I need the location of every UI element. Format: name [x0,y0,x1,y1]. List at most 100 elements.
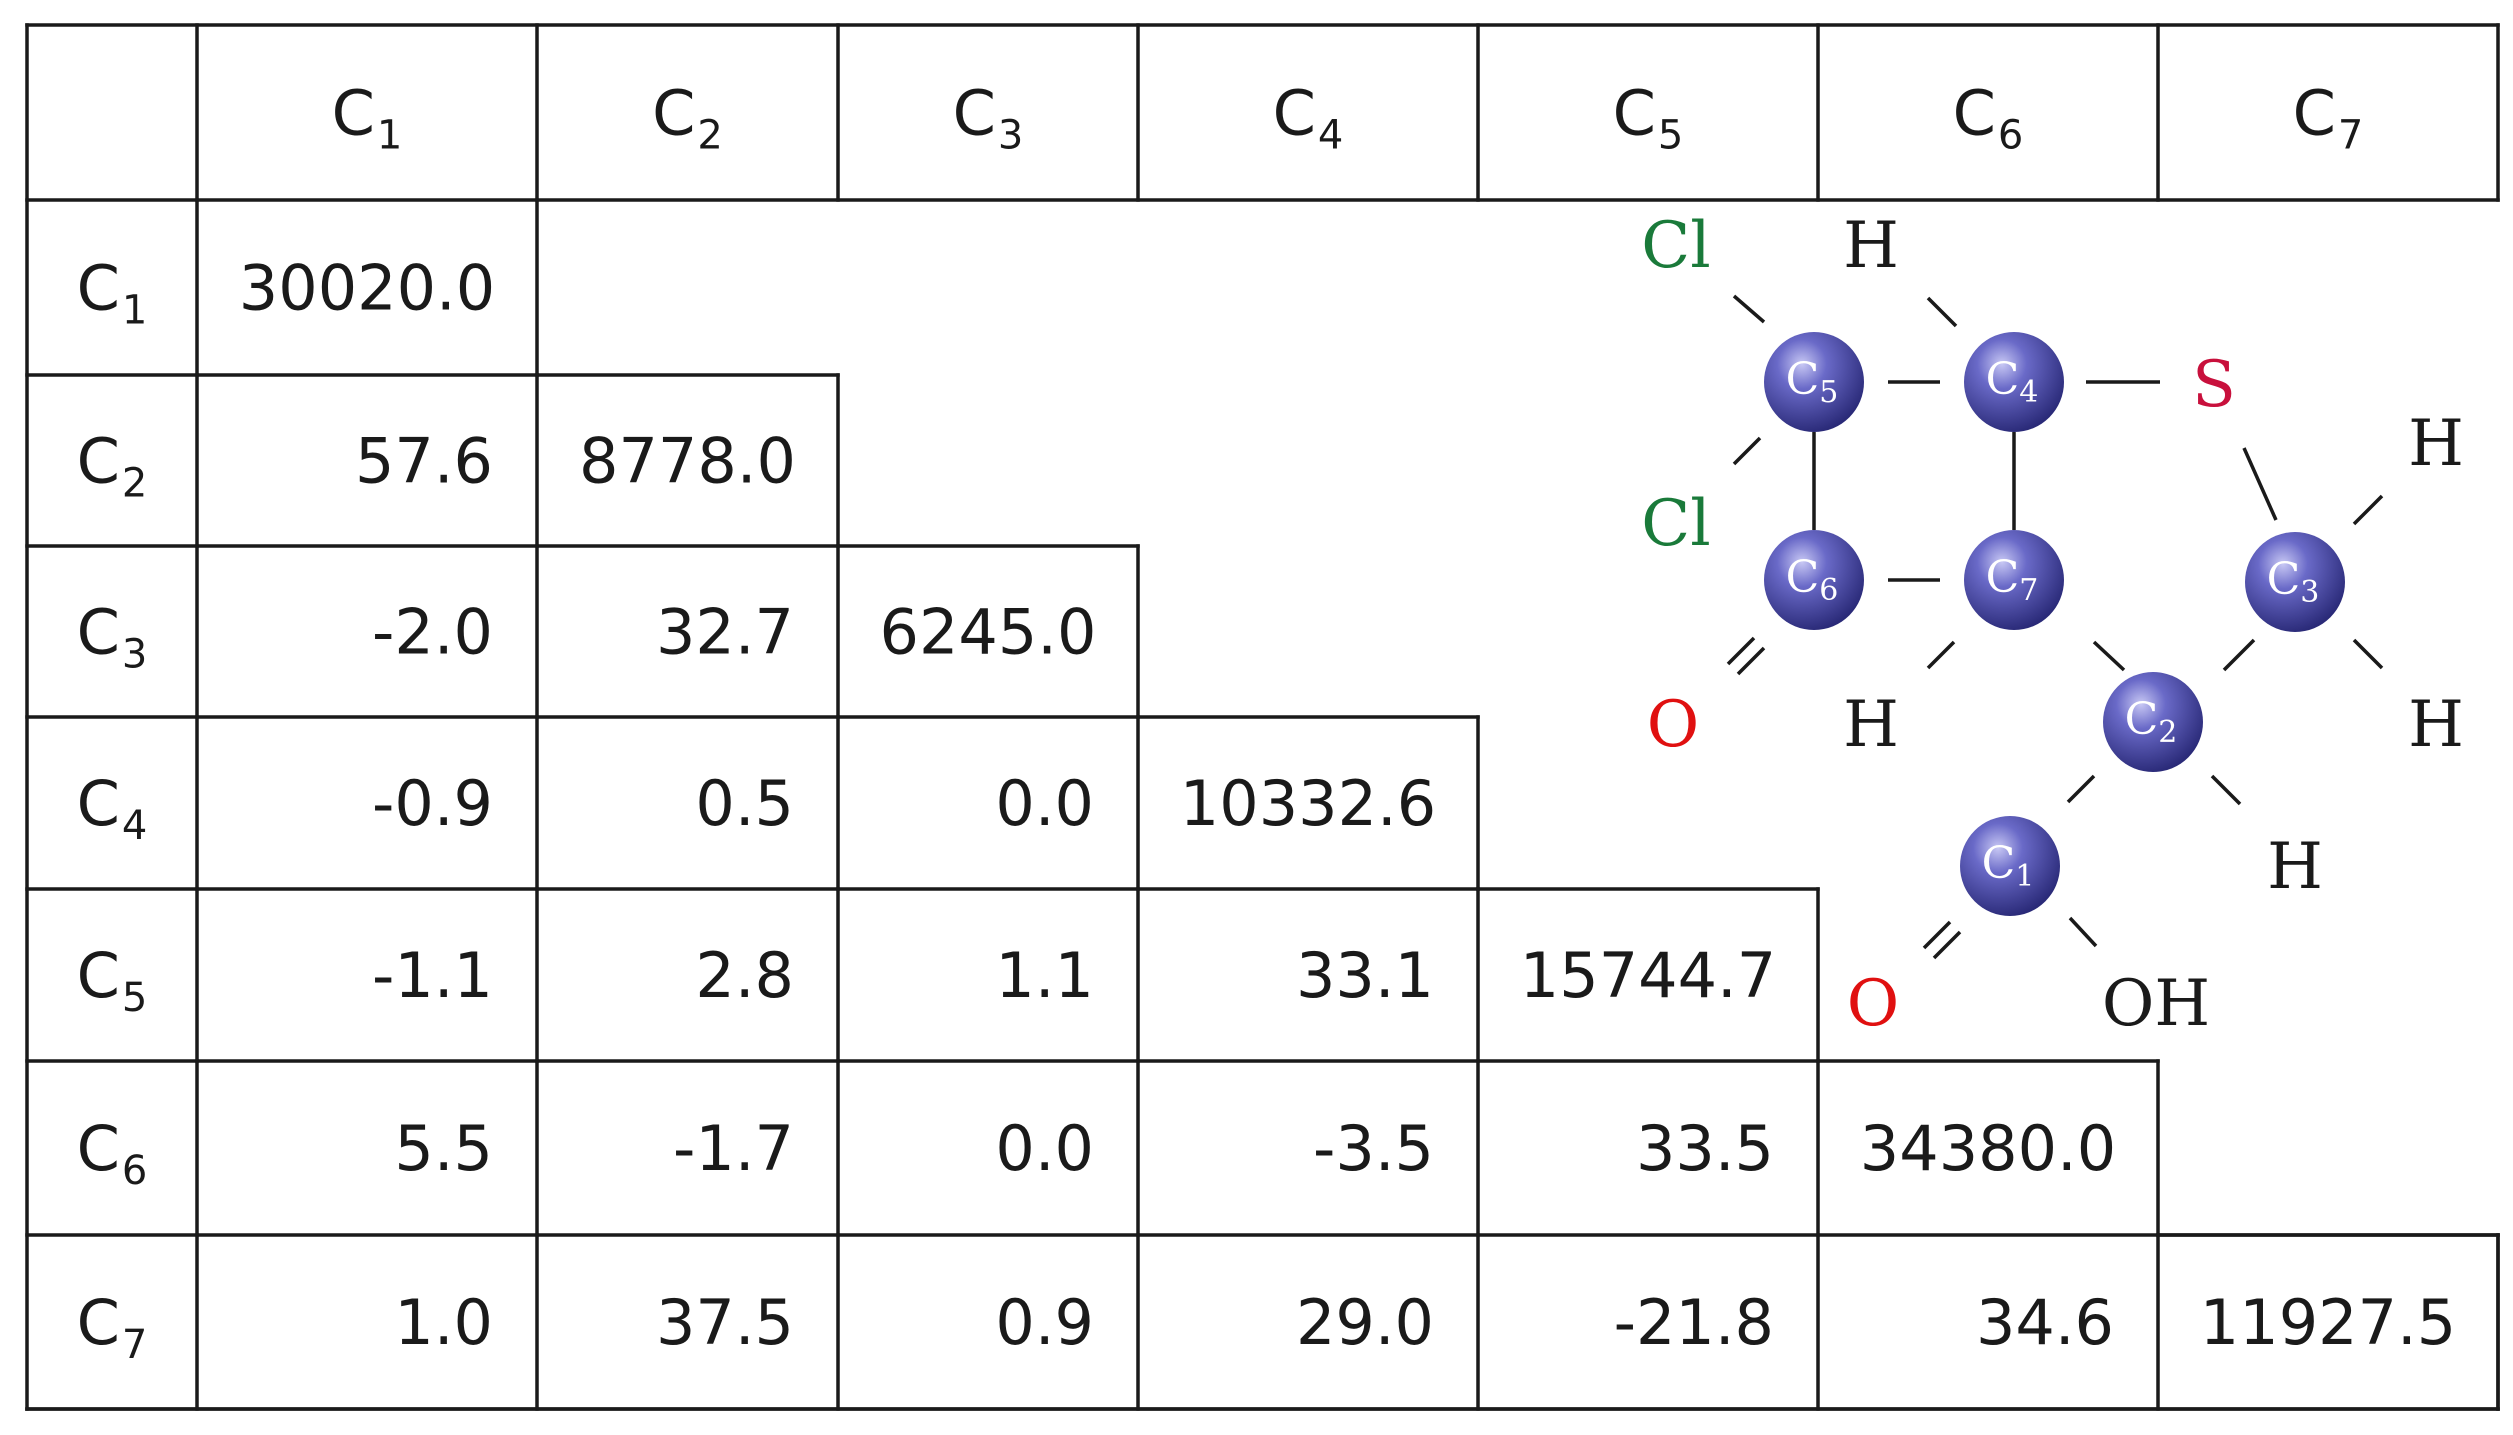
row-header: C6 [77,1112,148,1194]
carbon-atom-c2: C2 [2103,672,2203,772]
diagonal-value: 11927.5 [2200,1286,2456,1359]
column-header-sub: 5 [1658,113,1683,159]
coupling-value: 33.5 [1636,1112,1774,1185]
bond-c5-cl [1732,436,1762,466]
carbon-ball [1964,332,2064,432]
row-header-base: C [77,1112,120,1185]
carbon-atom-c5: C5 [1764,332,1864,432]
diagonal-value: 34380.0 [1860,1112,2116,1185]
molecule-bonds [1726,294,2384,960]
diagonal-value: 8778.0 [579,425,796,498]
row-header-base: C [77,767,120,840]
coupling-value: 1.0 [394,1286,493,1359]
diagonal-value: 6245.0 [880,596,1097,669]
coupling-value: -3.5 [1313,1112,1434,1185]
carbon-label: C3 [2267,554,2320,610]
coupling-value: 57.6 [355,425,493,498]
bond-c7-c2 [2092,640,2126,672]
carbon-atom-c7: C7 [1964,530,2064,630]
bond-c3-h [2352,494,2384,526]
coupling-value: 33.1 [1296,939,1434,1012]
coupling-value: -1.7 [673,1112,794,1185]
bond-c3-h [2352,638,2384,670]
row-header-sub: 2 [122,461,147,507]
column-header-base: C [1273,77,1316,150]
row-header: C4 [77,767,148,849]
column-header: C1 [332,77,403,159]
carbon-label-sub: 7 [2019,573,2038,608]
coupling-value: 0.9 [995,1286,1094,1359]
column-header: C5 [1613,77,1684,159]
carbon-label: C6 [1786,552,1839,608]
coupling-value: -2.0 [372,596,493,669]
table-grid [25,23,2500,1411]
column-header: C2 [652,77,723,159]
carbon-label-sub: 6 [1819,573,1838,608]
coupling-value: -1.1 [372,939,493,1012]
bond-s-c3 [2242,447,2278,521]
diagonal-value: 15744.7 [1520,939,1776,1012]
atom-label-o-c1: O [1847,967,1899,1041]
coupling-value: -0.9 [372,767,493,840]
column-header: C3 [953,77,1024,159]
row-header-base: C [77,425,120,498]
coupling-value: 29.0 [1296,1286,1434,1359]
carbon-atom-c3: C3 [2245,532,2345,632]
coupling-value: 32.7 [656,596,794,669]
carbon-label-base: C [1986,354,2020,405]
carbon-ball [2245,532,2345,632]
carbon-label: C5 [1786,354,1839,410]
carbon-label-base: C [1786,354,1820,405]
column-header-base: C [953,77,996,150]
coupling-value: 34.6 [1976,1286,2114,1359]
carbon-ball [2103,672,2203,772]
coupling-value: 2.8 [695,939,794,1012]
carbon-ball [1764,530,1864,630]
column-header: C6 [1953,77,2024,159]
carbon-label-sub: 4 [2019,375,2038,410]
column-header: C7 [2293,77,2364,159]
coupling-value: 0.5 [695,767,794,840]
column-header-sub: 3 [998,113,1023,159]
bond-c1-o-double [1932,930,1962,960]
row-header: C3 [77,596,148,678]
row-header-sub: 3 [122,632,147,678]
bond-c6-o-double [1736,646,1766,676]
carbon-label: C2 [2125,694,2178,750]
carbon-label-sub: 5 [1819,375,1838,410]
column-header-sub: 6 [1998,113,2023,159]
carbon-label: C7 [1986,552,2039,608]
atom-label-cl-mid: Cl [1641,487,1710,561]
carbon-ball [1960,816,2060,916]
carbon-label-base: C [1986,552,2020,603]
row-header-sub: 7 [122,1322,147,1368]
coupling-value: 1.1 [995,939,1094,1012]
atom-label-s: S [2192,348,2236,422]
carbon-atom-c1: C1 [1960,816,2060,916]
column-header-base: C [1613,77,1656,150]
coupling-value: -21.8 [1614,1286,1774,1359]
carbon-label-base: C [2267,554,2301,605]
column-header-sub: 7 [2338,113,2363,159]
column-header-base: C [652,77,695,150]
row-header-base: C [77,252,120,325]
atom-label-h-c2: H [2267,830,2323,904]
bond-c7-h [1926,640,1956,670]
bond-c2-h [2210,774,2242,806]
carbon-label: C1 [1982,838,2035,894]
carbon-label-base: C [1786,552,1820,603]
carbon-label-sub: 1 [2015,859,2034,894]
atom-label-o-c6: O [1647,688,1699,762]
row-header: C1 [77,252,148,334]
carbon-label-sub: 2 [2158,715,2177,750]
coupling-value: 37.5 [656,1286,794,1359]
row-header: C2 [77,425,148,507]
row-header-sub: 6 [122,1148,147,1194]
atom-label-h-c3-bot: H [2408,688,2464,762]
atom-label-h-c3-top: H [2408,407,2464,481]
carbon-atom-c4: C4 [1964,332,2064,432]
